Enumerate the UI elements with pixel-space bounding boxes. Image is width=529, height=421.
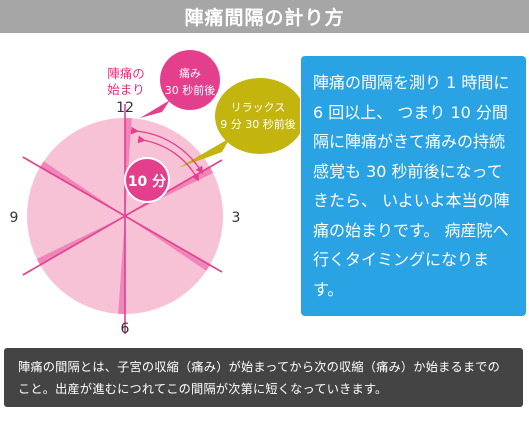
pain-bubble-line1: 痛み [179, 66, 201, 80]
footer-text: 陣痛の間隔とは、子宮の収縮（痛み）が始まってから次の収縮（痛み）か始まるまでのこ… [18, 360, 501, 396]
pain-bubble-line2: 30 秒前後 [165, 83, 216, 97]
pain-bubble [160, 50, 220, 110]
interval-badge [124, 157, 170, 203]
interval-badge-label: 10 分 [128, 174, 166, 190]
interval-arc-inner [137, 135, 199, 182]
relax-bubble-line2: 9 分 30 秒前後 [220, 117, 296, 131]
clock-diagram: 陣痛の 始まり 12 3 6 9 痛み 30 秒前後 リラックス 9 分 30 … [10, 50, 300, 337]
page-title: 陣痛間隔の計り方 [184, 7, 345, 29]
clock-number-3: 3 [232, 210, 241, 226]
pain-wedge [125, 216, 210, 271]
info-text: 陣痛の間隔を測り 1 時間に 6 回以上、 つまり 10 分間隔に陣痛がきて痛み… [313, 73, 510, 299]
pain-wedge [40, 161, 125, 216]
interval-line [22, 156, 223, 273]
clock-number-12: 12 [116, 100, 134, 116]
start-label-line1: 陣痛の [107, 66, 145, 81]
info-box: 陣痛の間隔を測り 1 時間に 6 回以上、 つまり 10 分間隔に陣痛がきて痛み… [301, 56, 526, 316]
pain-bubble-tail [140, 100, 170, 118]
clock-number-9: 9 [10, 210, 19, 226]
relax-bubble [215, 78, 300, 154]
pain-wedge [118, 216, 125, 314]
footer-note: 陣痛の間隔とは、子宮の収縮（痛み）が始まってから次の収縮（痛み）か始まるまでのこ… [4, 348, 523, 407]
title-bar: 陣痛間隔の計り方 [0, 0, 529, 33]
relax-bubble-line1: リラックス [231, 101, 286, 114]
clock-number-6: 6 [121, 321, 130, 337]
start-label-line2: 始まり [107, 82, 145, 97]
